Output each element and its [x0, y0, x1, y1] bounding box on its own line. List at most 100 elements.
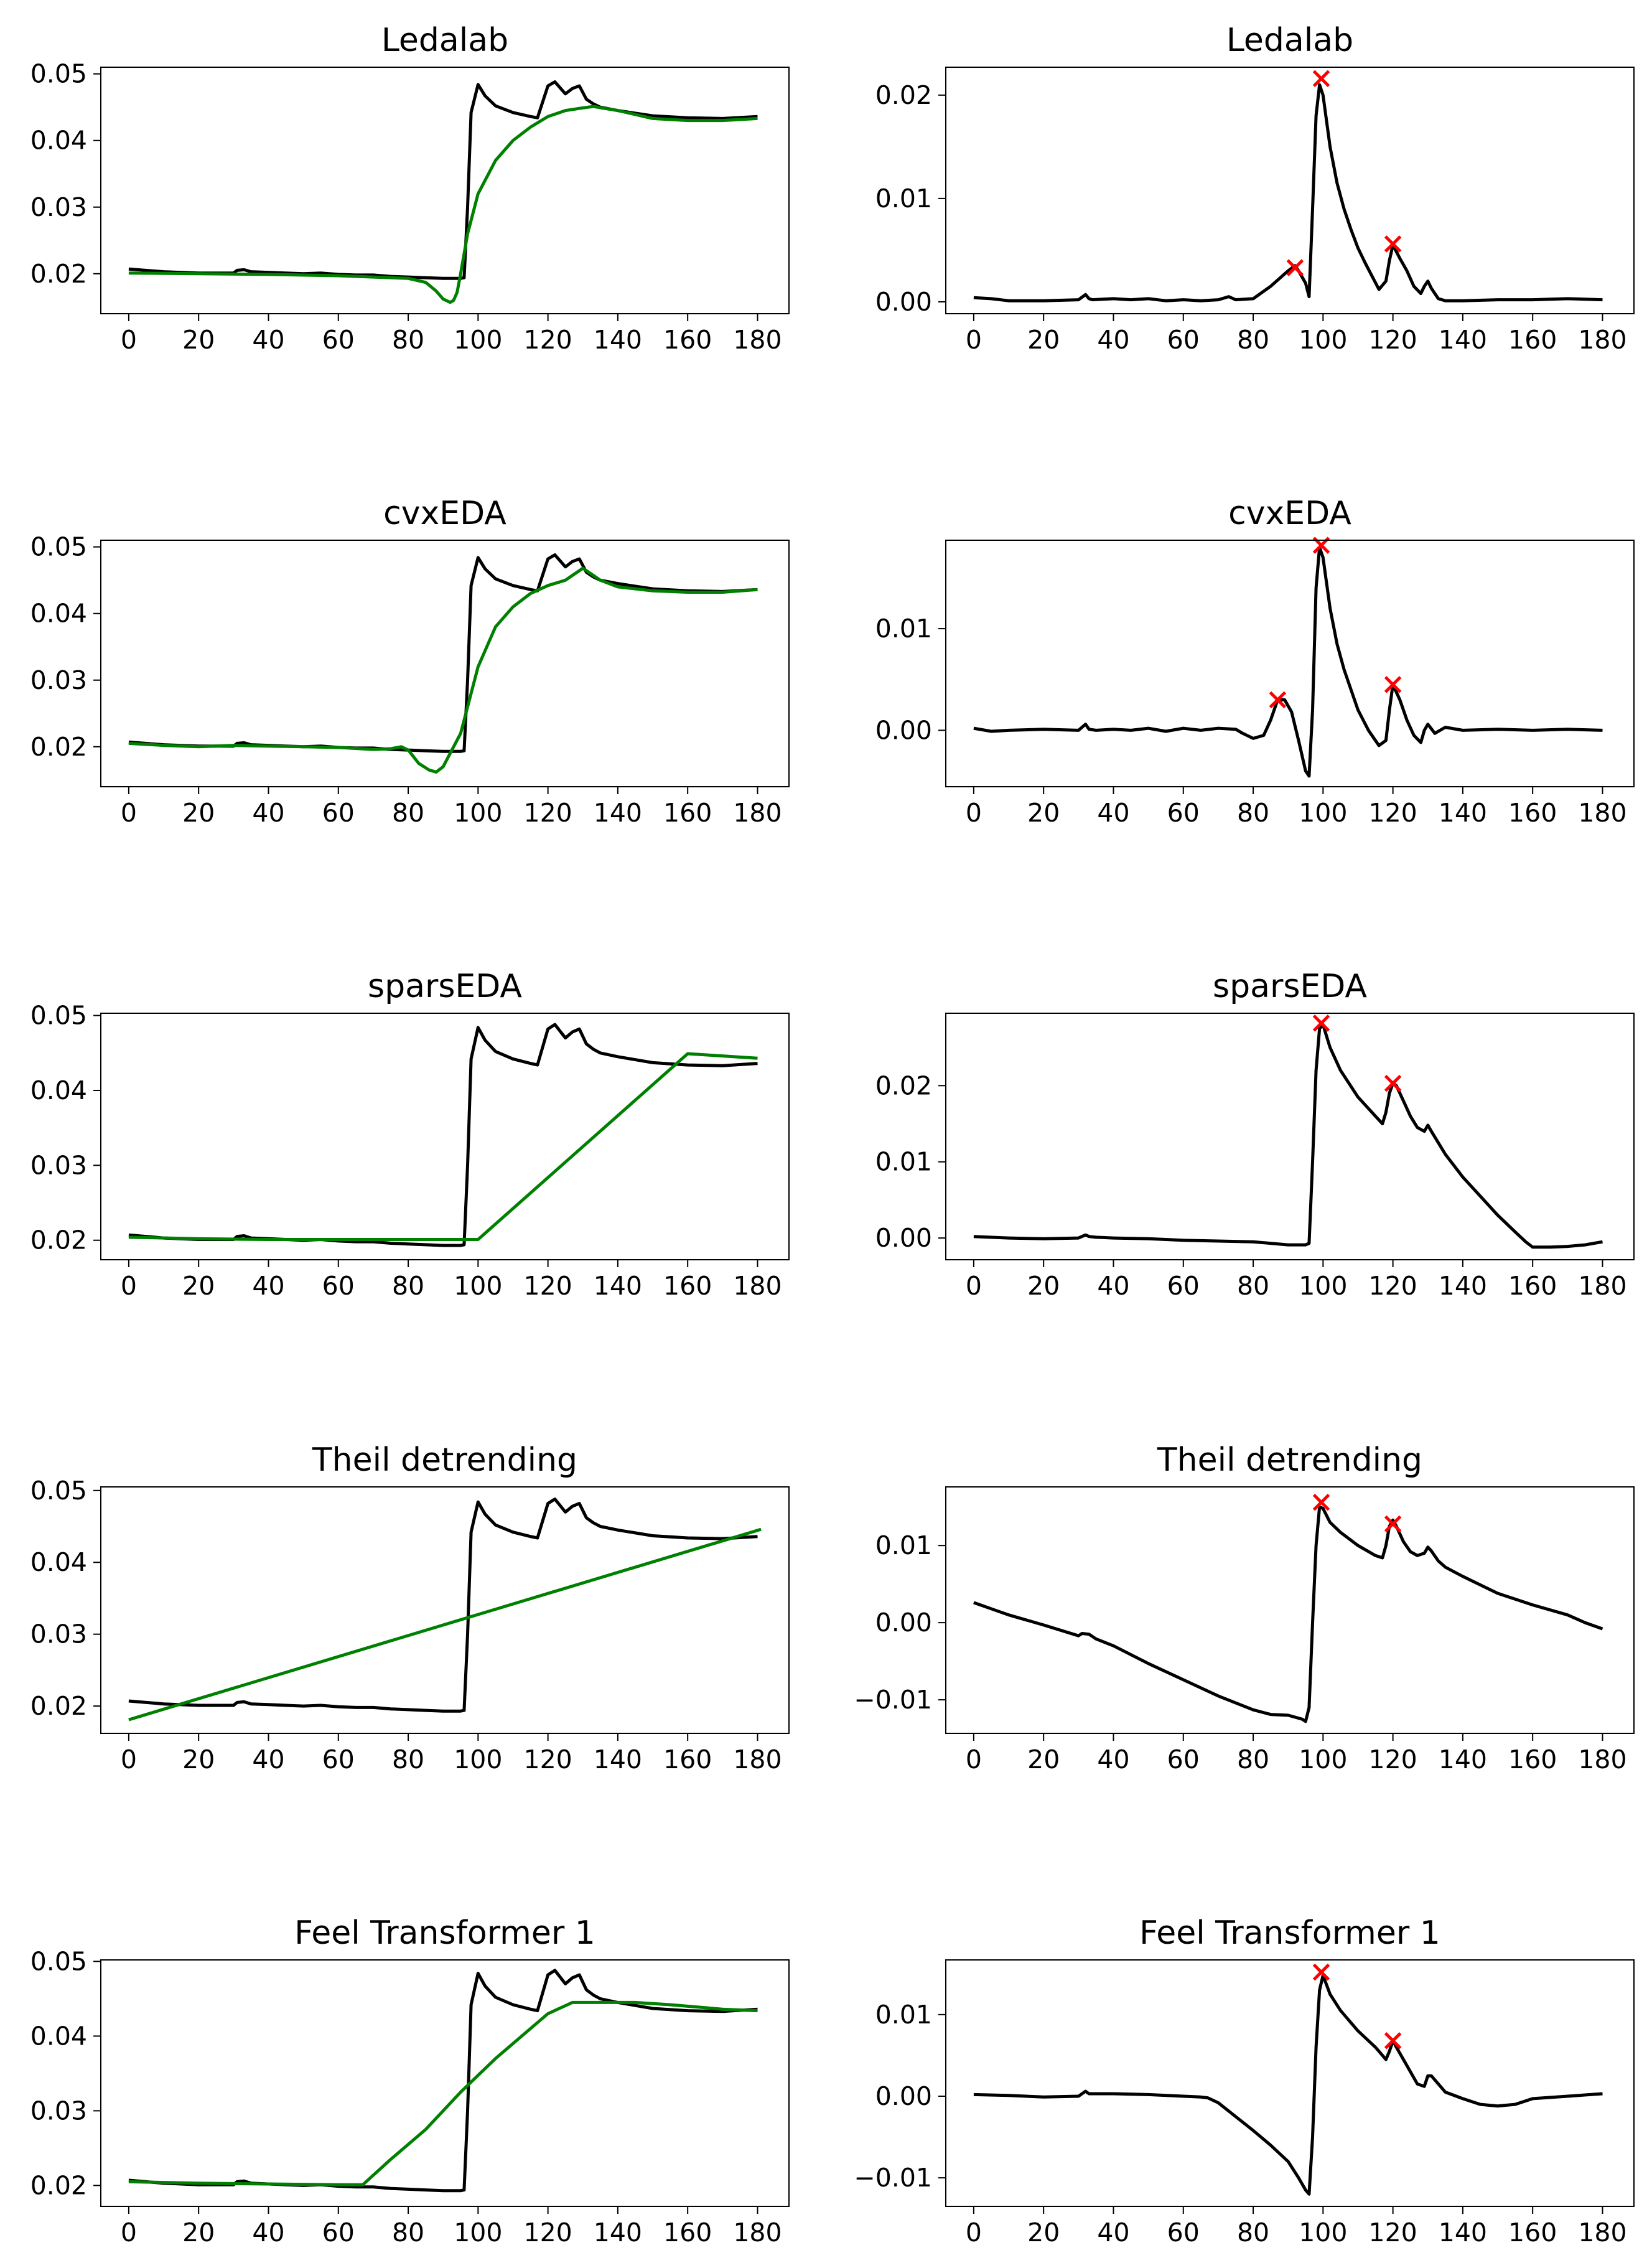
peak-marker	[1312, 70, 1330, 88]
subplot-5: sparsEDA 0 20 40 60 80 100 120 140 160 180 0.02 0.03…	[30, 968, 790, 1301]
x-tick-label: 140	[1439, 1271, 1487, 1301]
x-tick-label: 140	[594, 798, 642, 828]
plot-frame	[100, 1486, 790, 1734]
y-tick-label: 0.04	[30, 2021, 87, 2051]
x-tick-label: 140	[1439, 798, 1487, 828]
y-tick-label: 0.01	[875, 184, 932, 213]
x-tick-label: 0	[121, 325, 137, 355]
x-tick-label: 40	[1097, 798, 1129, 828]
x-tick-label: 40	[252, 1745, 284, 1774]
x-tick-label: 60	[322, 798, 355, 828]
subplot-title: Feel Transformer 1	[1139, 1914, 1440, 1952]
x-tick-label: 0	[966, 1745, 982, 1774]
x-tick-label: 20	[1027, 325, 1060, 355]
y-tick-label: −0.01	[854, 2163, 932, 2193]
x-tick-label: 40	[1097, 2218, 1129, 2247]
subplot-title: sparsEDA	[1213, 968, 1367, 1005]
peak-marker	[1312, 1494, 1330, 1511]
x-tick-label: 100	[1299, 2218, 1347, 2247]
series-signal-line	[128, 1497, 758, 1713]
series-signal-line	[973, 1974, 1603, 2196]
x-tick-label: 0	[121, 1271, 137, 1301]
x-tick-label: 40	[1097, 325, 1129, 355]
x-tick-label: 180	[1578, 325, 1626, 355]
y-tick-label: 0.02	[30, 1691, 87, 1721]
plot-frame	[100, 1959, 790, 2207]
x-tick-label: 80	[1237, 1745, 1269, 1774]
x-tick-label: 160	[663, 325, 712, 355]
series-fit-line	[128, 1527, 762, 1722]
peak-marker	[1384, 235, 1402, 253]
plot-frame	[945, 540, 1635, 787]
x-tick-label: 160	[1508, 1745, 1557, 1774]
x-tick-label: 20	[182, 325, 215, 355]
x-tick-label: 20	[1027, 1745, 1060, 1774]
x-tick-label: 160	[663, 798, 712, 828]
plot-frame	[945, 1013, 1635, 1260]
x-tick-label: 80	[392, 325, 424, 355]
x-tick-label: 160	[1508, 798, 1557, 828]
x-tick-label: 120	[523, 1271, 572, 1301]
x-tick-label: 20	[182, 1745, 215, 1774]
y-tick-label: 0.04	[30, 1547, 87, 1577]
x-tick-label: 140	[1439, 2218, 1487, 2247]
peak-marker	[1384, 2032, 1402, 2050]
x-tick-label: 140	[1439, 1745, 1487, 1774]
x-tick-label: 80	[1237, 1271, 1269, 1301]
peak-marker	[1384, 1074, 1402, 1092]
x-tick-label: 120	[1368, 325, 1417, 355]
x-tick-label: 100	[454, 798, 502, 828]
plot-frame	[945, 1486, 1635, 1734]
x-tick-label: 120	[523, 325, 572, 355]
plot-frame	[945, 1959, 1635, 2207]
x-tick-label: 100	[454, 1271, 502, 1301]
series-signal-line	[973, 1023, 1603, 1249]
y-tick-label: 0.00	[875, 1223, 932, 1253]
x-tick-label: 140	[594, 2218, 642, 2247]
subplot-9: Feel Transformer 1 0 20 40 60 80 100 120 140 160 1…	[30, 1914, 790, 2247]
y-tick-label: 0.02	[875, 1071, 932, 1100]
x-tick-label: 100	[454, 325, 502, 355]
subplot-title: Theil detrending	[1157, 1441, 1422, 1479]
subplot-6: sparsEDA 0 20 40 60 80 100 120 140 160 180 0.00 0.01…	[875, 968, 1635, 1301]
series-signal-line	[128, 1023, 758, 1247]
x-tick-label: 180	[733, 325, 782, 355]
x-tick-label: 180	[733, 1745, 782, 1774]
x-tick-label: 40	[1097, 1271, 1129, 1301]
plot-frame	[100, 540, 790, 787]
subplot-8: Theil detrending 0 20 40 60 80 100 120 140 160 180…	[854, 1441, 1635, 1774]
x-tick-label: 120	[523, 798, 572, 828]
x-tick-label: 100	[1299, 325, 1347, 355]
x-tick-label: 180	[1578, 2218, 1626, 2247]
x-tick-label: 0	[121, 2218, 137, 2247]
x-tick-label: 40	[252, 2218, 284, 2247]
x-tick-label: 60	[322, 325, 355, 355]
x-tick-label: 180	[1578, 1745, 1626, 1774]
y-tick-label: 0.05	[30, 1476, 87, 1506]
y-tick-label: 0.05	[30, 59, 87, 89]
x-tick-label: 100	[454, 2218, 502, 2247]
x-tick-label: 0	[966, 1271, 982, 1301]
x-tick-label: 160	[663, 1271, 712, 1301]
y-tick-label: 0.03	[30, 665, 87, 695]
subplot-title: cvxEDA	[1228, 495, 1351, 532]
y-tick-label: 0.04	[30, 1075, 87, 1105]
x-tick-label: 40	[252, 798, 284, 828]
peak-marker	[1269, 691, 1287, 709]
x-tick-label: 160	[663, 2218, 712, 2247]
x-tick-label: 120	[1368, 2218, 1417, 2247]
y-tick-label: 0.05	[30, 532, 87, 562]
subplot-7: Theil detrending 0 20 40 60 80 100 120 140 160 180…	[30, 1441, 790, 1774]
peak-marker	[1384, 1515, 1402, 1533]
y-tick-label: 0.01	[875, 1530, 932, 1560]
x-tick-label: 60	[1167, 1745, 1200, 1774]
x-tick-label: 20	[182, 1271, 215, 1301]
x-tick-label: 180	[733, 1271, 782, 1301]
series-signal-line	[973, 1505, 1603, 1723]
x-tick-label: 40	[252, 325, 284, 355]
x-tick-label: 80	[392, 2218, 424, 2247]
subplot-title: Ledalab	[1226, 22, 1353, 59]
subplot-title: Theil detrending	[312, 1441, 577, 1479]
y-tick-label: 0.05	[30, 1001, 87, 1031]
y-tick-label: 0.00	[875, 1608, 932, 1638]
